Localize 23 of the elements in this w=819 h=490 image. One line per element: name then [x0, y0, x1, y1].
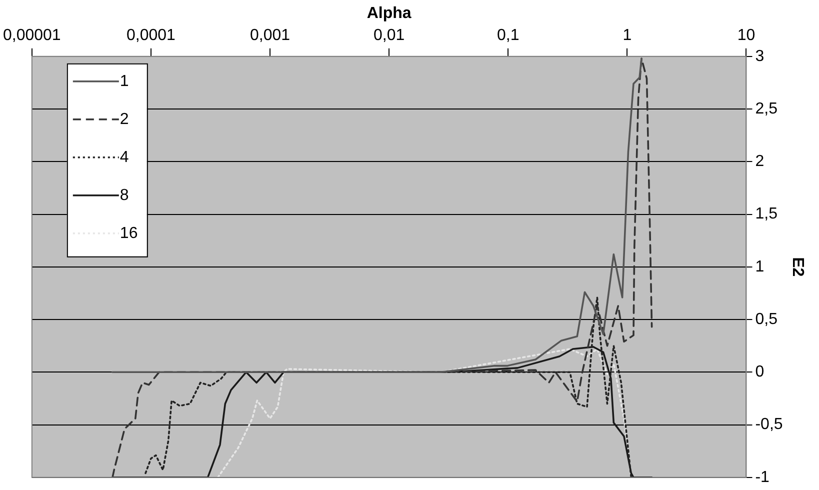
x-tick-label: 0,001 [250, 27, 290, 44]
y-tick-label: 1,5 [755, 206, 778, 223]
y-tick-label: 3 [755, 48, 764, 65]
legend-label: 16 [120, 224, 138, 242]
legend-label: 2 [120, 110, 129, 128]
x-tick-label: 0,01 [374, 27, 405, 44]
x-tick-label: 0,1 [497, 27, 520, 44]
legend-label: 8 [120, 186, 129, 204]
legend-label: 1 [120, 72, 129, 90]
x-axis-title: Alpha [366, 5, 412, 22]
x-tick-label: 1 [622, 27, 632, 44]
x-tick-label: 0,00001 [2, 27, 61, 44]
y-tick-label: 0 [755, 364, 764, 381]
y-tick-label: 0,5 [755, 310, 778, 328]
y-tick-label: 2 [755, 153, 764, 170]
x-tick-label: 0,0001 [126, 27, 176, 44]
y-axis-title: E2 [788, 257, 806, 277]
y-tick-label: -0,5 [755, 416, 783, 434]
y-tick-label: 1 [755, 258, 764, 276]
legend-label: 4 [120, 148, 129, 166]
y-tick-label: -1 [755, 468, 770, 486]
y-tick-label: 2,5 [755, 100, 778, 118]
x-tick-label: 10 [737, 27, 756, 44]
